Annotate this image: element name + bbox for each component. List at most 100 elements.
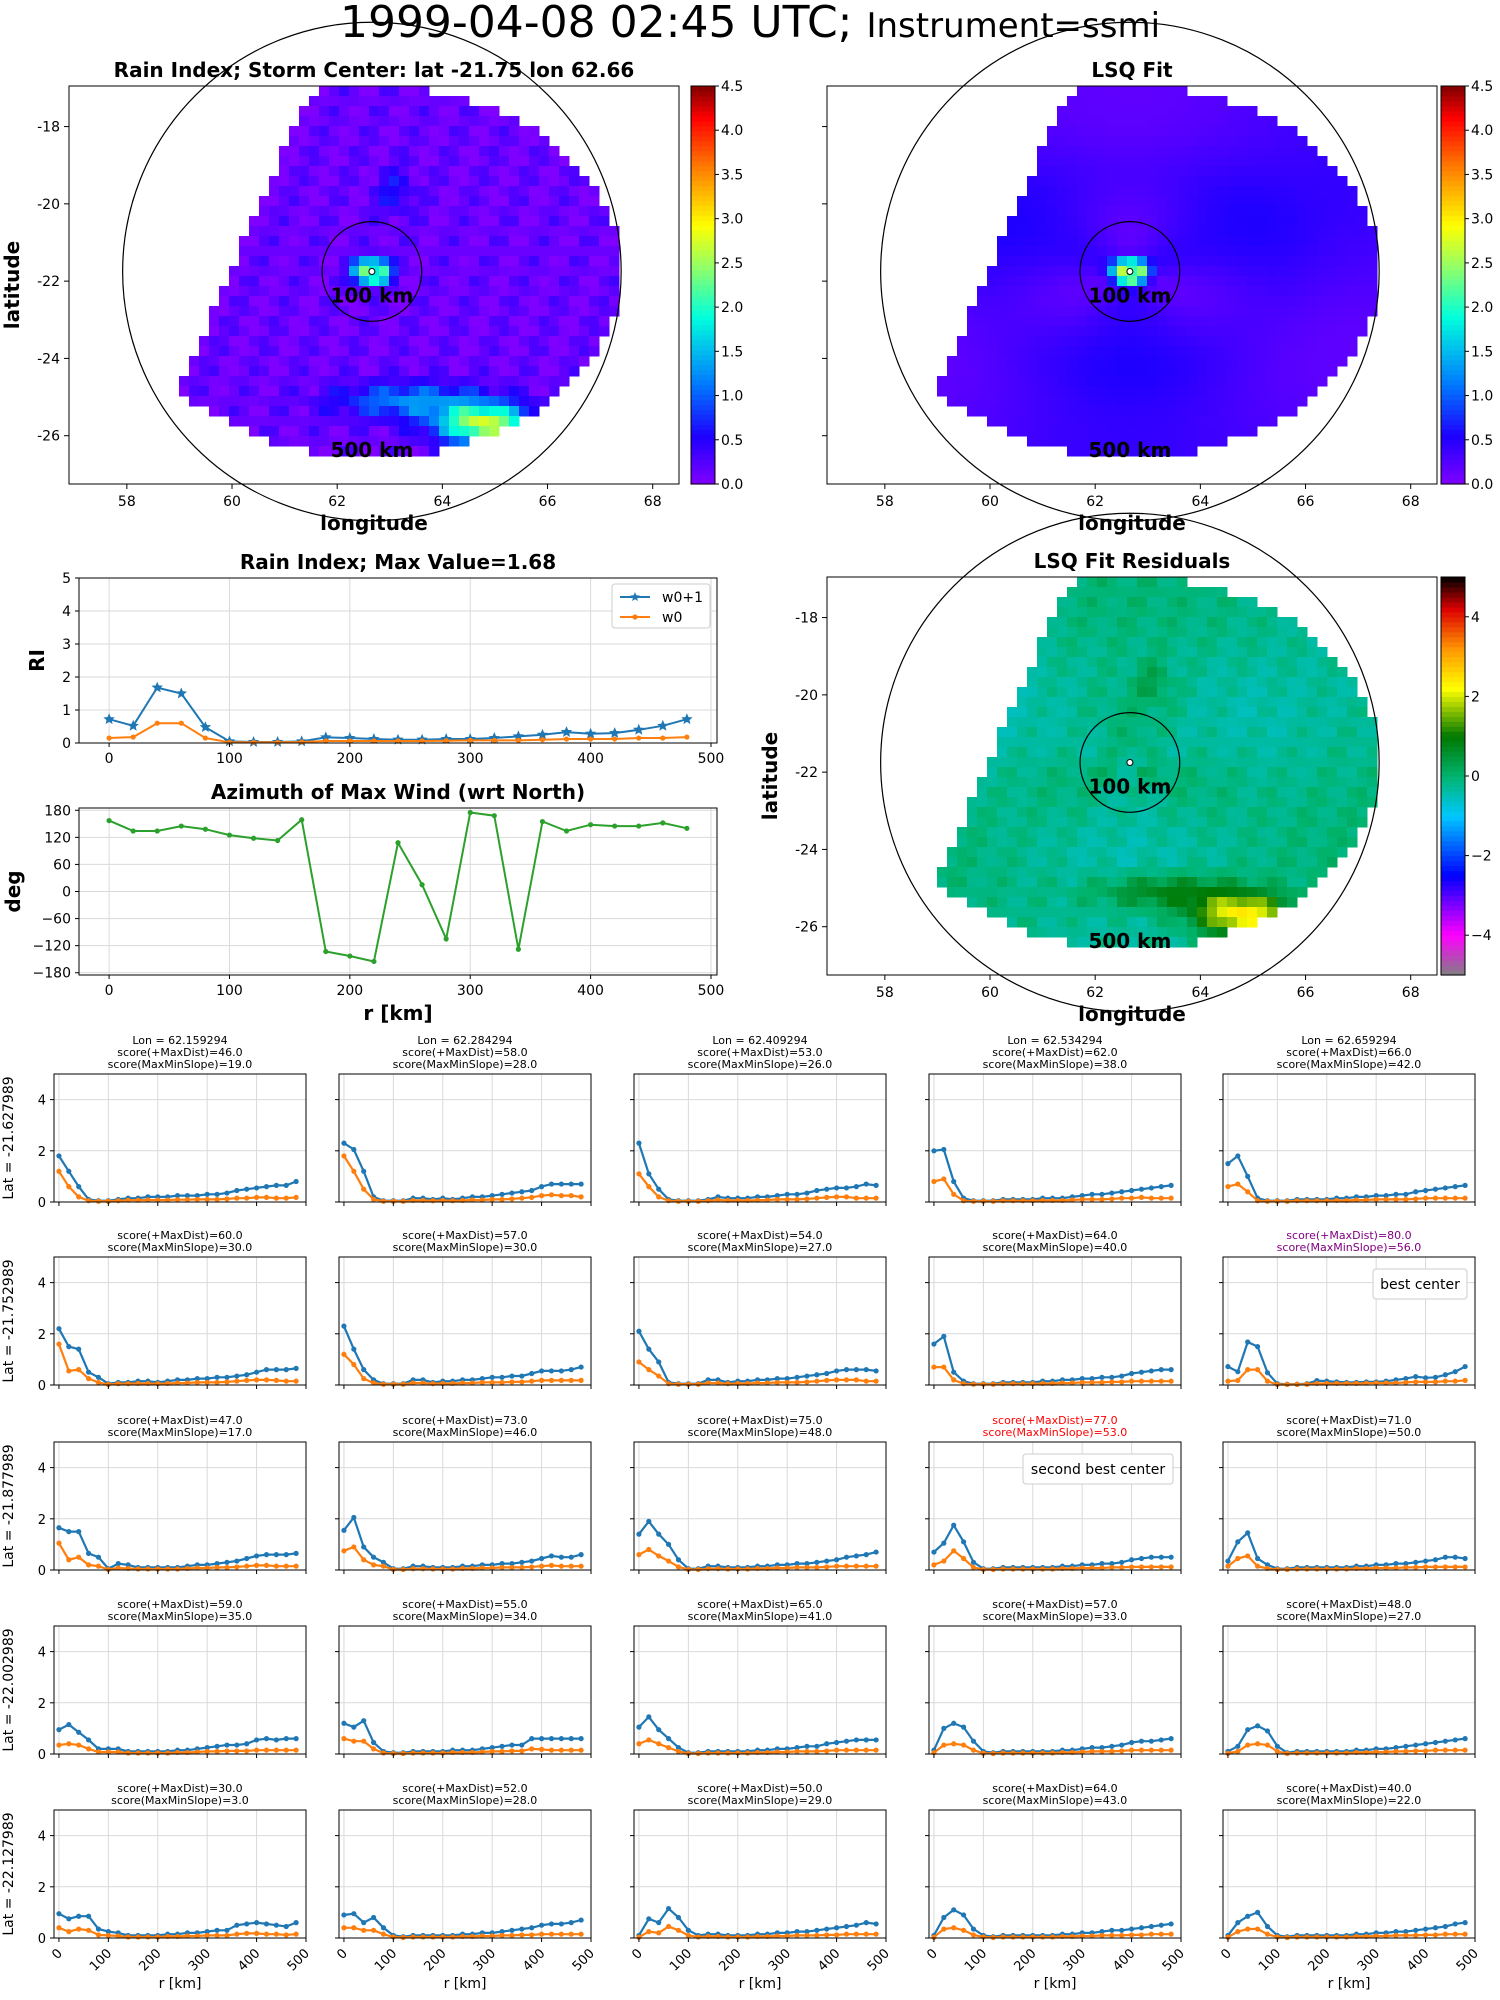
swath-cell bbox=[1247, 386, 1258, 397]
swath-cell bbox=[1347, 837, 1358, 848]
swath-cell bbox=[579, 336, 590, 347]
swath-cell bbox=[399, 106, 410, 117]
swath-cell bbox=[1297, 386, 1308, 397]
swath-cell bbox=[1307, 877, 1318, 888]
swath-cell bbox=[1347, 697, 1358, 708]
swath-cell bbox=[549, 186, 560, 197]
swath-cell bbox=[1017, 356, 1028, 367]
swath-cell bbox=[1247, 136, 1258, 147]
colorbar-segment bbox=[691, 384, 715, 391]
colorbar-segment bbox=[1441, 596, 1465, 603]
swath-cell bbox=[1037, 296, 1048, 307]
swath-cell bbox=[609, 256, 620, 267]
swath-cell bbox=[1337, 717, 1348, 728]
colorbar-segment bbox=[1441, 275, 1465, 281]
swath-cell bbox=[1157, 156, 1168, 167]
swath-cell bbox=[339, 396, 350, 407]
swath-cell bbox=[419, 376, 430, 387]
swath-cell bbox=[259, 256, 270, 267]
colorbar-segment bbox=[1441, 394, 1465, 401]
series-w0-point bbox=[56, 1540, 62, 1546]
swath-cell bbox=[549, 166, 560, 177]
swath-cell bbox=[1187, 797, 1198, 808]
swath-cell bbox=[559, 236, 570, 247]
swath-cell bbox=[1197, 366, 1208, 377]
swath-cell bbox=[209, 346, 220, 357]
swath-cell bbox=[1227, 867, 1238, 878]
swath-cell bbox=[1177, 176, 1188, 187]
swath-cell bbox=[489, 286, 500, 297]
colorbar-segment bbox=[691, 354, 715, 361]
swath-cell bbox=[1207, 406, 1218, 417]
series-w0-point bbox=[538, 1193, 545, 1199]
swath-cell bbox=[539, 146, 550, 157]
swath-cell bbox=[977, 386, 988, 397]
swath-cell bbox=[409, 386, 420, 397]
swath-cell bbox=[1297, 757, 1308, 768]
swath-cell bbox=[209, 326, 220, 337]
swath-cell bbox=[997, 897, 1008, 908]
colorbar-segment bbox=[1441, 334, 1465, 341]
swath-cell bbox=[1117, 326, 1128, 337]
swath-cell bbox=[1197, 707, 1208, 718]
swath-cell bbox=[1037, 426, 1048, 437]
swath-cell bbox=[1087, 667, 1098, 678]
swath-cell bbox=[549, 326, 560, 337]
series-w0-point bbox=[784, 1196, 790, 1203]
swath-cell bbox=[967, 366, 978, 377]
swath-cell bbox=[469, 166, 480, 177]
swath-cell bbox=[579, 226, 590, 237]
swath-cell bbox=[459, 276, 470, 287]
swath-cell bbox=[1287, 206, 1298, 217]
swath-cell bbox=[1327, 797, 1338, 808]
swath-cell bbox=[379, 316, 390, 327]
swath-cell bbox=[1167, 416, 1178, 427]
swath-cell bbox=[1207, 787, 1218, 798]
swath-cell bbox=[359, 446, 370, 457]
swath-cell bbox=[1277, 757, 1288, 768]
series-w0-point bbox=[656, 1194, 662, 1200]
swath-cell bbox=[509, 126, 520, 137]
swath-cell bbox=[339, 316, 350, 327]
swath-cell bbox=[1027, 326, 1038, 337]
swath-cell bbox=[1257, 797, 1268, 808]
swath-cell bbox=[459, 216, 470, 227]
swath-cell bbox=[419, 276, 430, 287]
swath-cell bbox=[1337, 757, 1348, 768]
swath-cell bbox=[1257, 266, 1268, 277]
swath-cell bbox=[1137, 677, 1148, 688]
series-w0-point bbox=[1168, 1378, 1174, 1384]
swath-cell bbox=[449, 196, 460, 207]
circle-100km bbox=[1079, 221, 1181, 322]
series-w0p1-point bbox=[244, 1555, 250, 1562]
series-w0-point bbox=[1393, 1380, 1399, 1386]
swath-cell bbox=[1307, 346, 1318, 357]
colorbar-tick-label: 4 bbox=[1471, 610, 1480, 626]
swath-cell bbox=[1237, 817, 1248, 828]
swath-cell bbox=[1287, 867, 1298, 878]
swath-cell bbox=[1047, 867, 1058, 878]
swath-cell bbox=[1087, 446, 1098, 457]
swath-cell bbox=[559, 216, 570, 227]
swath-cell bbox=[369, 226, 380, 237]
series-w0-point bbox=[273, 1377, 279, 1383]
swath-cell bbox=[409, 306, 420, 317]
swath-cell bbox=[1247, 797, 1258, 808]
swath-cell bbox=[309, 276, 320, 287]
swath-cell bbox=[359, 366, 370, 377]
swath-cell bbox=[1257, 847, 1268, 858]
series-w0-point bbox=[224, 1564, 230, 1571]
swath-cell bbox=[1267, 296, 1278, 307]
swath-cell bbox=[1307, 386, 1318, 397]
swath-cell bbox=[1087, 166, 1098, 177]
swath-cell bbox=[1077, 607, 1088, 618]
swath-cell bbox=[1217, 226, 1228, 237]
swath-cell bbox=[1157, 366, 1168, 377]
swath-cell bbox=[1087, 186, 1098, 197]
swath-cell bbox=[1037, 286, 1048, 297]
swath-cell bbox=[1327, 807, 1338, 818]
swath-cell bbox=[1017, 767, 1028, 778]
circle-100km-label: 100 km bbox=[1088, 284, 1171, 308]
swath-cell bbox=[1107, 386, 1118, 397]
swath-cell bbox=[987, 296, 998, 307]
